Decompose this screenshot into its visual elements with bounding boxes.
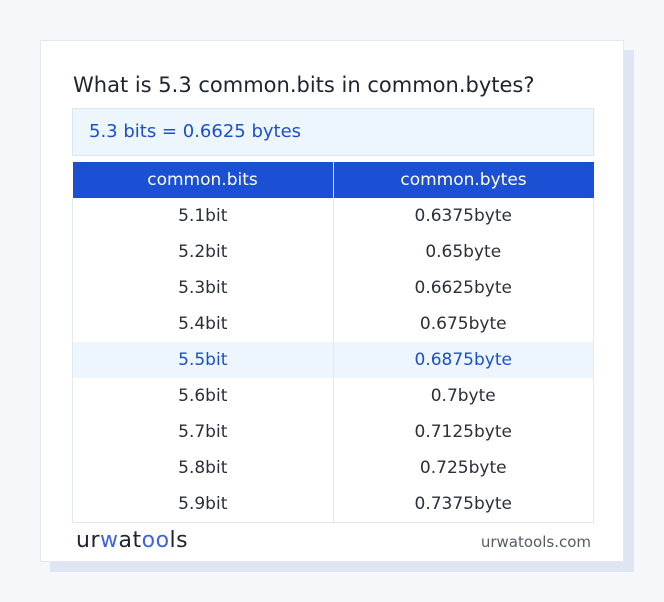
table-row: 5.7bit 0.7125byte — [72, 414, 594, 450]
table-cell: 5.7bit — [72, 414, 334, 450]
urwatools-logo: urwatools — [76, 528, 189, 553]
table-row: 5.6bit 0.7byte — [72, 378, 594, 414]
table-row: 5.2bit 0.65byte — [72, 234, 594, 270]
table-cell: 5.5bit — [72, 342, 334, 378]
table-cell: 0.675byte — [332, 306, 594, 342]
table-cell: 0.6875byte — [332, 342, 594, 378]
table-cell: 5.3bit — [72, 270, 334, 306]
table-row: 5.5bit 0.6875byte — [72, 342, 594, 378]
answer-box: 5.3 bits = 0.6625 bytes — [72, 108, 594, 156]
table-row: 5.1bit 0.6375byte — [72, 198, 594, 234]
table-cell: 0.6375byte — [332, 198, 594, 234]
table-cell: 0.7byte — [332, 378, 594, 414]
table-row: 5.4bit 0.675byte — [72, 306, 594, 342]
table-cell: 0.7375byte — [332, 486, 594, 523]
site-name: urwatools.com — [480, 533, 591, 551]
column-header: common.bits — [72, 162, 333, 198]
table-cell: 5.9bit — [72, 486, 334, 523]
table-row: 5.8bit 0.725byte — [72, 450, 594, 486]
table-cell: 0.65byte — [332, 234, 594, 270]
table-cell: 0.6625byte — [332, 270, 594, 306]
table-cell: 5.1bit — [72, 198, 334, 234]
table-cell: 5.6bit — [72, 378, 334, 414]
table-cell: 0.725byte — [332, 450, 594, 486]
table-cell: 5.4bit — [72, 306, 334, 342]
table-cell: 5.2bit — [72, 234, 334, 270]
table-row: 5.9bit 0.7375byte — [72, 486, 594, 523]
conversion-table: common.bits common.bytes 5.1bit 0.6375byt… — [72, 162, 594, 523]
converter-card: What is 5.3 common.bits in common.bytes?… — [40, 40, 624, 562]
table-row: 5.3bit 0.6625byte — [72, 270, 594, 306]
page-title: What is 5.3 common.bits in common.bytes? — [73, 73, 535, 97]
table-cell: 5.8bit — [72, 450, 334, 486]
column-header: common.bytes — [332, 162, 594, 198]
table-cell: 0.7125byte — [332, 414, 594, 450]
